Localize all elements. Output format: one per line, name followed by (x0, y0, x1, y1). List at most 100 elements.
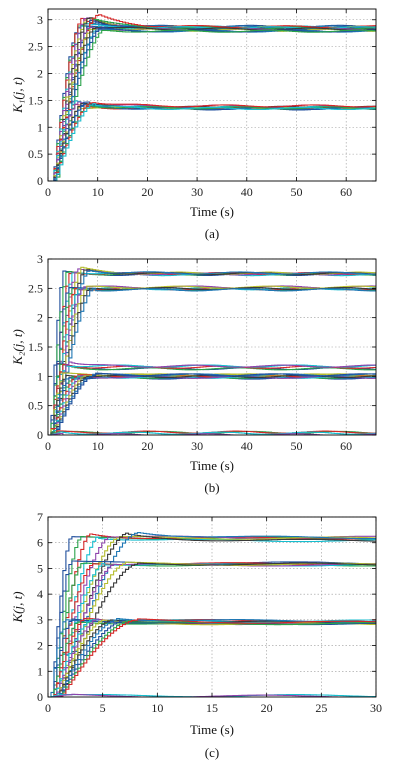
series-line (48, 268, 376, 435)
series-group (48, 266, 376, 435)
series-line (48, 20, 376, 181)
series-line (48, 287, 376, 435)
series-line (48, 271, 376, 435)
series-line (48, 374, 376, 435)
series-line (48, 361, 376, 435)
series-line (48, 373, 376, 435)
series-line (48, 374, 376, 435)
y-tick-label: 3 (37, 13, 43, 27)
series-line (48, 431, 376, 435)
x-tick-label: 50 (290, 439, 302, 453)
series-line (48, 270, 376, 435)
series-line (48, 287, 376, 435)
x-tick-label: 5 (100, 701, 106, 715)
y-tick-label: 7 (37, 510, 43, 524)
x-tick-label: 10 (92, 439, 104, 453)
series-line (48, 103, 376, 181)
y-tick-label: 2.5 (28, 281, 43, 295)
series-line (48, 14, 376, 181)
x-axis-label: Time (s) (190, 204, 234, 219)
series-line (48, 106, 376, 181)
series-line (48, 693, 376, 697)
series-line (48, 29, 376, 181)
x-tick-label: 20 (141, 185, 153, 199)
series-line (48, 17, 376, 181)
y-tick-label: 0 (37, 428, 43, 442)
x-tick-label: 0 (45, 439, 51, 453)
y-tick-label: 0.5 (28, 399, 43, 413)
x-tick-label: 60 (340, 185, 352, 199)
series-line (48, 363, 376, 435)
series-line (48, 285, 376, 435)
x-tick-label: 10 (151, 701, 163, 715)
series-line (48, 103, 376, 181)
y-tick-label: 1 (37, 664, 43, 678)
x-tick-label: 60 (340, 439, 352, 453)
x-axis-label: Time (s) (190, 722, 234, 737)
y-tick-label: 1.5 (28, 93, 43, 107)
panel-caption: (c) (205, 745, 219, 760)
series-line (48, 103, 376, 181)
series-line (48, 270, 376, 435)
x-tick-label: 40 (241, 185, 253, 199)
series-line (48, 101, 376, 181)
y-tick-label: 0 (37, 174, 43, 188)
x-tick-label: 30 (370, 701, 382, 715)
series-line (48, 287, 376, 435)
series-line (48, 536, 376, 697)
series-line (48, 17, 376, 181)
series-line (48, 432, 376, 435)
panel-caption: (a) (205, 226, 219, 241)
series-line (48, 270, 376, 435)
chart-panel-1: 0 10 20 30 40 50 60 0 0.5 1 1.5 2 2.5 3 Time (s) K₁(j, … (10, 8, 377, 241)
series-line (48, 22, 376, 181)
series-line (48, 271, 376, 435)
series-line (48, 266, 376, 435)
y-tick-label: 0 (37, 690, 43, 704)
series-line (48, 103, 376, 181)
series-line (48, 104, 376, 181)
x-tick-label: 15 (206, 701, 218, 715)
x-tick-label: 10 (92, 185, 104, 199)
series-line (48, 287, 376, 435)
y-tick-label: 1 (37, 120, 43, 134)
axes-frame (47, 8, 377, 182)
y-axis-label: K(j, t) (10, 591, 25, 623)
chart-panel-2: 0 10 20 30 40 50 60 0 0.5 1 1.5 2 2.5 3 Time (s) K₂(j, … (10, 252, 377, 495)
y-tick-label: 4 (37, 587, 43, 601)
x-tick-label: 0 (45, 701, 51, 715)
x-tick-label: 20 (141, 439, 153, 453)
y-tick-label: 5 (37, 561, 43, 575)
y-tick-label: 3 (37, 613, 43, 627)
panel-caption: (b) (204, 480, 219, 495)
series-line (48, 17, 376, 181)
chart-panel-3: 0 5 10 15 20 25 30 0 1 2 3 4 5 6 7 Time (s) K(j, t) (c) (10, 510, 382, 760)
y-axis-label: K₂(j, t) (10, 329, 25, 366)
series-line (48, 532, 376, 697)
series-line (48, 101, 376, 181)
x-tick-label: 20 (261, 701, 273, 715)
series-group (48, 14, 376, 181)
x-tick-label: 30 (191, 185, 203, 199)
series-line (48, 102, 376, 181)
x-tick-label: 25 (315, 701, 327, 715)
series-line (48, 364, 376, 435)
y-tick-label: 1 (37, 369, 43, 383)
series-line (48, 287, 376, 435)
series-line (48, 618, 376, 697)
axes-frame (47, 516, 377, 698)
series-line (48, 372, 376, 435)
series-line (48, 269, 376, 435)
series-group (48, 532, 376, 697)
series-line (48, 375, 376, 435)
y-tick-label: 3 (37, 252, 43, 266)
series-line (48, 17, 376, 181)
x-tick-label: 50 (290, 185, 302, 199)
series-line (48, 287, 376, 435)
series-line (48, 376, 376, 435)
series-line (48, 374, 376, 435)
x-tick-label: 30 (191, 439, 203, 453)
series-line (48, 100, 376, 181)
series-line (48, 373, 376, 435)
